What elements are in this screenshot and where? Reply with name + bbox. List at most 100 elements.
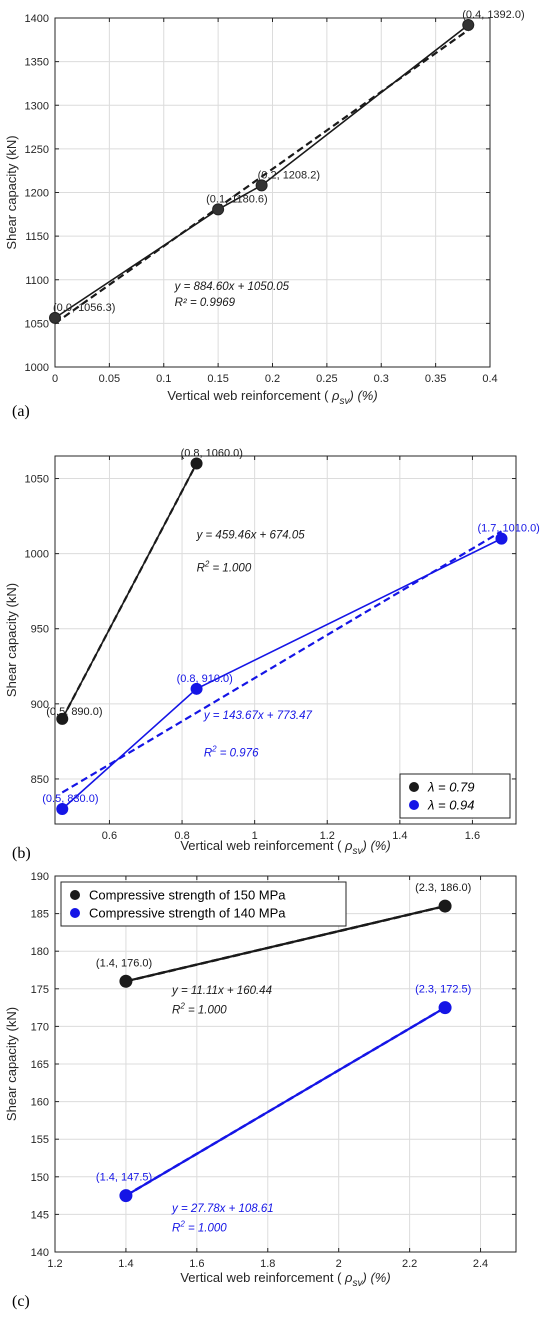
fit-r-squared: R² = 0.9969 (175, 297, 236, 309)
y-tick-label: 1050 (25, 318, 49, 330)
fit-r-squared: R2 = 1.000 (172, 1220, 227, 1235)
plot-frame (54, 875, 517, 1253)
y-tick-label: 165 (31, 1059, 49, 1071)
y-tick-label: 950 (31, 624, 49, 636)
y-tick-label: 850 (31, 774, 49, 786)
y-tick-label: 180 (31, 946, 49, 958)
y-axis-title: Shear capacity (kN) (4, 135, 19, 249)
legend-label: Compressive strength of 150 MPa (89, 888, 286, 903)
legend-marker (409, 782, 419, 792)
y-tick-label: 150 (31, 1172, 49, 1184)
chart-panel-a: 0 0.05 0.1 0.15 0.2 0.25 0.3 0.35 0.4 1000 1050 110… (4, 9, 525, 420)
y-axis-title: Shear capacity (kN) (4, 583, 19, 697)
x-tick-label: 1.4 (118, 1258, 133, 1270)
x-axis-title: Vertical web reinforcement ( ρsv) (%) (167, 388, 377, 407)
x-tick-label: 1 (252, 830, 258, 842)
plot-frame (54, 17, 491, 368)
y-tick-label: 190 (31, 871, 49, 883)
data-point (190, 682, 203, 695)
point-label: (0.5, 890.0) (46, 706, 102, 718)
fit-r-squared: R2 = 0.976 (204, 744, 259, 759)
y-tick-label: 175 (31, 984, 49, 996)
y-tick-label: 185 (31, 909, 49, 921)
x-tick-label: 1.2 (47, 1258, 62, 1270)
data-point (495, 532, 508, 545)
y-tick-label: 1350 (25, 57, 49, 69)
data-point (438, 1001, 452, 1015)
y-tick-label: 145 (31, 1209, 49, 1221)
y-tick-label: 1300 (25, 100, 49, 112)
fit-equation: y = 143.67x + 773.47 (203, 710, 313, 722)
x-tick-label: 0.05 (99, 373, 120, 385)
chart-panel-b: 0.6 0.8 1 1.2 1.4 1.6 850 900 950 1000 1050 Vertica… (4, 448, 540, 862)
y-tick-label: 900 (31, 699, 49, 711)
data-point (56, 712, 69, 725)
x-tick-label: 0.4 (482, 373, 497, 385)
y-tick-label: 1000 (25, 549, 49, 561)
data-point (119, 974, 133, 988)
series-line (125, 905, 446, 983)
y-tick-label: 1200 (25, 188, 49, 200)
y-tick-label: 155 (31, 1134, 49, 1146)
point-label: (0.1, 1180.6) (206, 193, 268, 205)
point-label: (1.4, 147.5) (96, 1172, 152, 1184)
y-tick-label: 140 (31, 1247, 49, 1259)
y-tick-label: 160 (31, 1097, 49, 1109)
y-tick-label: 1100 (25, 275, 49, 287)
point-label: (0.5, 830.0) (42, 793, 98, 805)
x-tick-label: 2.2 (402, 1258, 417, 1270)
x-tick-label: 2.4 (473, 1258, 488, 1270)
x-tick-label: 2 (336, 1258, 342, 1270)
x-tick-label: 0.8 (174, 830, 189, 842)
point-label: (0.8, 910.0) (177, 673, 233, 685)
point-label: (1.4, 176.0) (96, 957, 152, 969)
point-label: (0.8, 1060.0) (181, 448, 243, 460)
legend-marker (70, 908, 80, 918)
point-label: (0.2, 1208.2) (258, 169, 320, 181)
x-tick-label: 0.2 (265, 373, 280, 385)
data-point (212, 203, 225, 216)
point-label: (0.4, 1392.0) (462, 9, 524, 21)
x-tick-label: 1.4 (392, 830, 407, 842)
panel-label: (a) (12, 403, 30, 420)
series-line (125, 1006, 446, 1197)
y-tick-label: 170 (31, 1021, 49, 1033)
series-line (61, 463, 198, 720)
y-tick-label: 1150 (25, 231, 49, 243)
x-tick-label: 0.25 (316, 373, 337, 385)
legend-marker (70, 890, 80, 900)
y-tick-label: 1050 (25, 474, 49, 486)
legend-box (399, 773, 511, 819)
data-point (438, 899, 452, 913)
data-point (49, 311, 61, 324)
x-axis-title: Vertical web reinforcement ( ρsv) (%) (180, 838, 390, 857)
x-tick-label: 1.6 (189, 1258, 204, 1270)
y-tick-label: 1000 (25, 362, 49, 374)
data-point (119, 1189, 133, 1203)
legend-box (60, 881, 347, 927)
point-label: (2.3, 172.5) (415, 984, 471, 996)
x-tick-label: 0 (52, 373, 58, 385)
chart-panel-c: 1.2 1.4 1.6 1.8 2 2.2 2.4 140 145 150 155 160 165 170… (4, 871, 517, 1310)
x-tick-label: 0.3 (374, 373, 389, 385)
data-point (462, 18, 475, 31)
point-label: (0.0, 1056.3) (53, 302, 115, 314)
y-axis-title: Shear capacity (kN) (4, 1007, 19, 1121)
plot-area (55, 456, 516, 824)
y-tick-label: 1250 (25, 144, 49, 156)
point-label: (1.7, 1010.0) (477, 523, 539, 535)
fit-r-squared: R2 = 1.000 (197, 560, 252, 575)
x-tick-label: 1.2 (320, 830, 335, 842)
legend-marker (409, 800, 419, 810)
point-label: (2.3, 186.0) (415, 882, 471, 894)
plot-frame (54, 455, 517, 825)
x-tick-label: 1.6 (465, 830, 480, 842)
fit-equation: y = 884.60x + 1050.05 (174, 281, 290, 293)
fit-r-squared: R2 = 1.000 (172, 1002, 227, 1017)
panel-label: (b) (12, 845, 31, 862)
legend-label: λ = 0.94 (427, 798, 475, 813)
y-tick-label: 1400 (25, 13, 49, 25)
fit-line (61, 530, 503, 794)
x-tick-label: 0.35 (425, 373, 446, 385)
